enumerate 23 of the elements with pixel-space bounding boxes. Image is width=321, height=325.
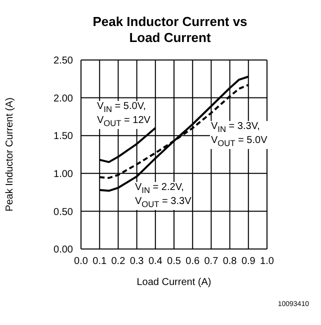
y-tick-label: 0.00	[54, 244, 74, 256]
y-tick-label: 2.00	[54, 93, 74, 104]
x-axis-title: Load Current (A)	[136, 277, 212, 288]
x-tick-label: 0.9	[241, 256, 256, 268]
x-tick-label: 0.2	[111, 256, 126, 268]
x-tick-label: 1.0	[260, 256, 274, 268]
y-tick-label: 1.50	[54, 131, 74, 142]
y-tick-label: 1.00	[54, 168, 74, 180]
x-tick-label: 0.6	[186, 256, 200, 268]
x-tick-label: 0.0	[74, 256, 88, 268]
chart-title: Peak Inductor Current vs Load Current	[92, 14, 248, 46]
x-tick-label: 0.3	[130, 256, 144, 268]
series-label: V$_{IN}$ = 2.2V, V$_{OUT}$ = 3.3V	[135, 182, 192, 210]
y-tick-label: 0.50	[54, 206, 74, 218]
x-tick-label: 0.1	[92, 256, 107, 268]
y-axis-title: Peak Inductor Current (A)	[4, 98, 16, 212]
series-label: V$_{IN}$ = 5.0V, V$_{OUT}$ = 12V	[97, 101, 150, 129]
x-tick-label: 0.5	[167, 256, 182, 268]
y-tick-label: 2.50	[54, 56, 74, 67]
x-tick-label: 0.4	[148, 256, 163, 268]
series-label: V$_{IN}$ = 3.3V, V$_{OUT}$ = 5.0V	[211, 121, 268, 149]
x-tick-label: 0.8	[222, 256, 238, 268]
x-tick-label: 0.7	[204, 256, 219, 268]
